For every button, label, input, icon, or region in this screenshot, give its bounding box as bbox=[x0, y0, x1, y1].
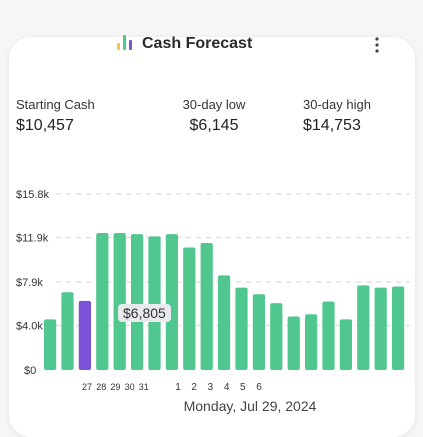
bar[interactable] bbox=[148, 236, 161, 370]
bar[interactable] bbox=[165, 234, 178, 370]
chart-svg: $15.8k $11.9k $7.9k $4.0k $0 27 28 29 30 31 1 2 3 4 5 6 bbox=[16, 189, 410, 393]
x-tick-label: 28 bbox=[96, 382, 106, 392]
stat-value: $6,145 bbox=[189, 117, 239, 134]
bar[interactable] bbox=[96, 232, 109, 370]
header: Cash Forecast bbox=[0, 0, 406, 53]
bar[interactable] bbox=[200, 243, 213, 370]
stat-label: 30-day high bbox=[303, 97, 371, 112]
bar[interactable] bbox=[131, 234, 144, 370]
stat-label: 30-day low bbox=[182, 97, 246, 112]
x-tick-label: 31 bbox=[139, 382, 149, 392]
y-tick-label: $11.9k bbox=[16, 232, 49, 244]
bar[interactable] bbox=[61, 292, 74, 370]
bar[interactable] bbox=[339, 319, 352, 370]
stat-value: $14,753 bbox=[303, 117, 361, 134]
selected-date-label: Monday, Jul 29, 2024 bbox=[183, 398, 317, 414]
selected-value-tooltip: $6,805 bbox=[118, 304, 171, 322]
bar[interactable] bbox=[270, 303, 283, 370]
bar[interactable] bbox=[113, 232, 126, 370]
x-tick-label: 2 bbox=[191, 382, 197, 393]
stat-starting-cash: Starting Cash $10,457 bbox=[16, 97, 95, 135]
x-tick-label: 6 bbox=[256, 382, 262, 393]
stat-30-day-high: 30-day high $14,753 bbox=[303, 97, 371, 135]
stat-value: $10,457 bbox=[16, 117, 74, 134]
bar[interactable] bbox=[44, 319, 57, 370]
x-tick-label: 1 bbox=[175, 382, 181, 393]
bar[interactable] bbox=[305, 314, 318, 370]
x-tick-label: 27 bbox=[82, 382, 92, 392]
bar-selected[interactable] bbox=[78, 300, 91, 370]
bar[interactable] bbox=[392, 286, 405, 370]
y-tick-label: $0 bbox=[24, 365, 36, 377]
y-tick-label: $7.9k bbox=[16, 277, 43, 289]
cash-forecast-chart[interactable]: $15.8k $11.9k $7.9k $4.0k $0 27 28 29 30 31 1 2 3 4 5 6… bbox=[0, 0, 423, 423]
bar[interactable] bbox=[322, 301, 335, 370]
bar-chart-logo-icon bbox=[117, 35, 132, 50]
y-tick-label: $4.0k bbox=[16, 320, 43, 332]
bar[interactable] bbox=[218, 275, 231, 370]
x-tick-label: 5 bbox=[240, 382, 246, 393]
stat-label: Starting Cash bbox=[16, 97, 95, 112]
x-tick-label: 29 bbox=[110, 382, 120, 392]
bar[interactable] bbox=[287, 316, 300, 370]
vertical-dots-icon[interactable] bbox=[373, 35, 381, 55]
y-tick-label: $15.8k bbox=[16, 189, 50, 201]
x-tick-label: 3 bbox=[208, 382, 214, 393]
bar[interactable] bbox=[235, 287, 248, 370]
x-tick-label: 30 bbox=[125, 382, 135, 392]
bar[interactable] bbox=[183, 247, 196, 370]
app-title: Cash Forecast bbox=[142, 35, 253, 52]
bar[interactable] bbox=[252, 294, 265, 370]
bar[interactable] bbox=[357, 285, 370, 370]
bar[interactable] bbox=[374, 287, 387, 370]
stat-30-day-low: 30-day low $6,145 bbox=[163, 97, 265, 135]
x-tick-label: 4 bbox=[224, 382, 230, 393]
